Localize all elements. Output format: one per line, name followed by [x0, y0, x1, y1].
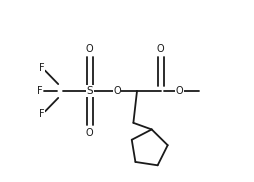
- Text: S: S: [86, 86, 93, 96]
- Text: O: O: [86, 128, 93, 138]
- Text: F: F: [37, 86, 43, 96]
- Text: F: F: [39, 64, 45, 73]
- Text: O: O: [113, 86, 121, 96]
- Text: O: O: [176, 86, 184, 96]
- Text: F: F: [39, 109, 45, 118]
- Text: O: O: [86, 44, 93, 54]
- Text: O: O: [157, 44, 165, 54]
